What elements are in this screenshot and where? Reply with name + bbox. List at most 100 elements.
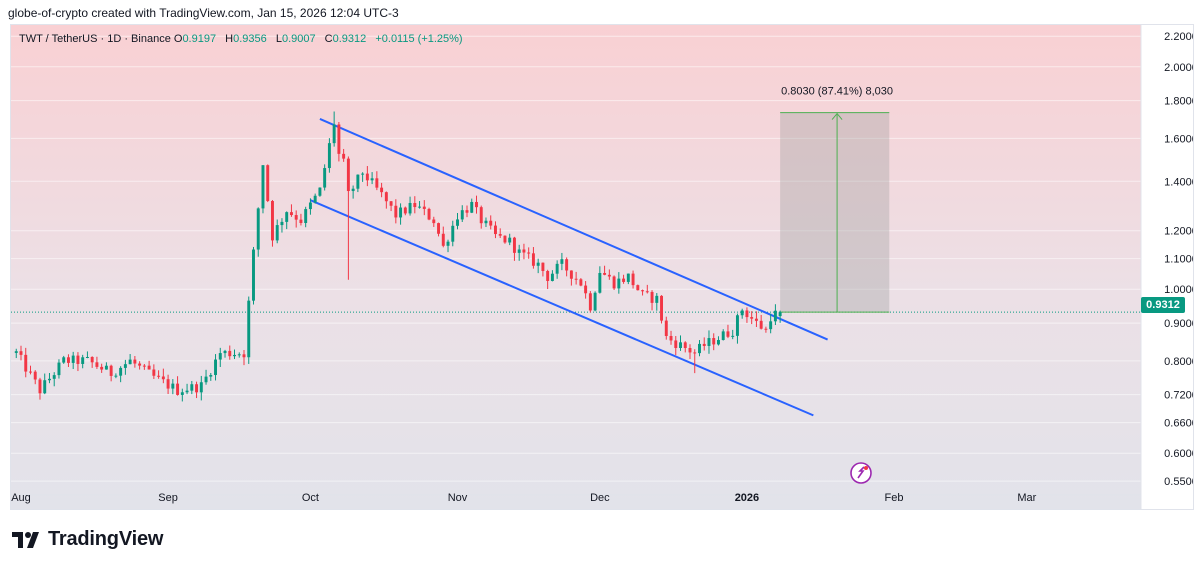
- candle-body: [66, 357, 70, 363]
- tradingview-logo-icon: [12, 531, 39, 548]
- candle-body: [408, 202, 412, 214]
- candle-body: [498, 234, 502, 236]
- x-tick-label: 2026: [735, 492, 759, 504]
- brand-name: TradingView: [48, 528, 164, 550]
- candle-body: [773, 310, 777, 322]
- candle-body: [399, 207, 403, 218]
- candle-body: [266, 165, 270, 202]
- candle-body: [759, 320, 763, 329]
- candle-body: [233, 354, 236, 357]
- x-tick-label: Nov: [448, 492, 468, 504]
- candle-body: [342, 153, 346, 159]
- candle-body: [664, 320, 668, 336]
- candle-body: [446, 241, 450, 246]
- candle-body: [152, 369, 156, 376]
- candle-body: [109, 365, 113, 376]
- candle-body: [546, 271, 550, 281]
- candle-body: [764, 328, 768, 330]
- candle-body: [674, 340, 678, 348]
- candle-body: [275, 225, 279, 241]
- candle-body: [622, 278, 626, 282]
- candle-body: [304, 209, 308, 223]
- candle-body: [71, 355, 75, 363]
- descending-channel[interactable]: [310, 118, 828, 417]
- candle-body: [432, 219, 436, 224]
- low-label: L: [275, 33, 282, 45]
- candle-body: [479, 207, 483, 224]
- candle-body: [228, 350, 232, 357]
- candle-body: [24, 354, 28, 372]
- candle-body: [384, 192, 388, 202]
- y-tick-label: 0.8000: [1164, 356, 1194, 368]
- candle-body: [76, 355, 80, 364]
- candle-body: [470, 201, 474, 213]
- sparkle-icon[interactable]: [850, 462, 872, 484]
- x-tick-label: Mar: [1017, 492, 1036, 504]
- candle-body: [531, 253, 535, 266]
- candle-body: [650, 291, 654, 303]
- plot-background: [11, 25, 1141, 509]
- measure-label: 0.8030 (87.41%) 8,030: [781, 86, 893, 98]
- measure-tool[interactable]: 0.8030 (87.41%) 8,030: [780, 86, 893, 313]
- candle-body: [750, 317, 754, 319]
- candle-body: [740, 310, 744, 316]
- candle-body: [451, 225, 455, 242]
- candle-body: [280, 221, 284, 226]
- candle-body: [242, 354, 246, 358]
- candle-body: [778, 312, 782, 317]
- candle-body: [166, 379, 170, 389]
- candle-body: [517, 249, 521, 253]
- candle-body: [721, 331, 725, 340]
- candle-body: [133, 359, 137, 364]
- candle-body: [176, 383, 180, 395]
- candle-body: [493, 225, 497, 235]
- symbol-name[interactable]: TWT / TetherUS · 1D · Binance: [19, 33, 171, 45]
- candle-body: [351, 188, 355, 192]
- x-tick-label: Feb: [885, 492, 904, 504]
- candle-body: [636, 285, 640, 291]
- candle-body: [726, 331, 730, 337]
- candle-body: [294, 215, 298, 220]
- candle-body: [199, 382, 203, 393]
- candle-body: [142, 365, 146, 367]
- candle-body: [323, 168, 327, 188]
- candle-body: [332, 124, 336, 144]
- candle-body: [593, 292, 597, 311]
- price-chart[interactable]: 0.8030 (87.41%) 8,030 2.2000 2.0000 1.8000…: [11, 25, 1194, 510]
- candle-body: [85, 356, 89, 358]
- candle-body: [688, 348, 692, 353]
- candle-body: [745, 310, 749, 318]
- candle-body: [716, 339, 720, 345]
- candle-body: [218, 353, 222, 360]
- candle-body: [14, 351, 18, 353]
- candle-body: [114, 375, 118, 377]
- y-tick-label: 1.8000: [1164, 96, 1194, 108]
- candle-body: [365, 173, 369, 181]
- candle-body: [598, 272, 602, 293]
- y-tick-label: 1.2000: [1164, 226, 1194, 238]
- y-tick-label: 0.6000: [1164, 448, 1194, 460]
- high-label: H: [225, 33, 234, 45]
- candle-body: [52, 375, 56, 379]
- candle-body: [90, 356, 94, 363]
- candle-body: [318, 187, 322, 196]
- y-tick-label: 0.5500: [1164, 476, 1194, 488]
- channel-lower-line[interactable]: [310, 199, 814, 417]
- chart-area[interactable]: 0.8030 (87.41%) 8,030 2.2000 2.0000 1.8000…: [10, 24, 1194, 510]
- candle-body: [655, 295, 659, 303]
- candle-body: [584, 285, 588, 294]
- tradingview-logo[interactable]: TradingView: [12, 528, 163, 551]
- candle-body: [308, 202, 312, 210]
- candle-body: [104, 365, 108, 370]
- candle-body: [702, 343, 706, 346]
- channel-upper-line[interactable]: [319, 118, 828, 341]
- candle-body: [237, 354, 241, 356]
- candle-body: [626, 273, 630, 282]
- candle-body: [460, 210, 464, 220]
- candle-body: [484, 220, 488, 224]
- low-value: 0.9007: [281, 33, 316, 45]
- candle-body: [508, 237, 512, 243]
- candle-body: [29, 371, 32, 373]
- y-tick-label: 1.6000: [1164, 133, 1194, 145]
- x-tick-label: Oct: [302, 492, 319, 504]
